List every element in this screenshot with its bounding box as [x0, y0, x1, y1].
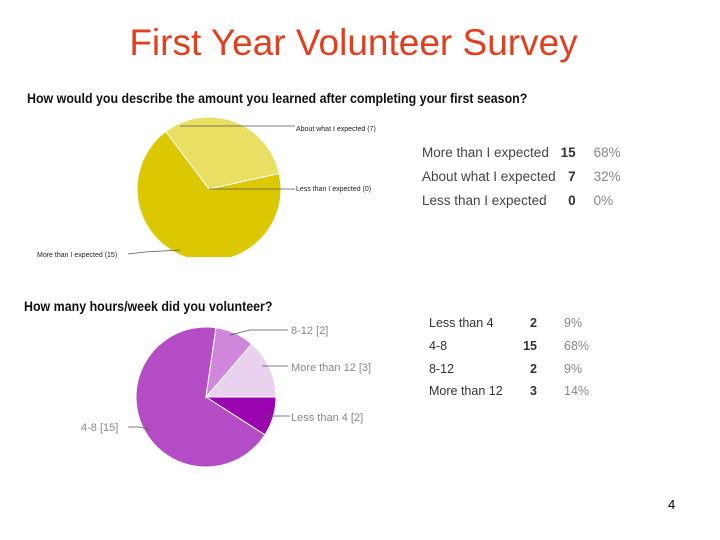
legend-label: About what I expected [422, 168, 556, 184]
legend-row: Less than I expected 0 0% [422, 188, 621, 212]
legend-count: 15 [523, 339, 537, 354]
pie-slice [135, 326, 266, 468]
legend-count: 2 [530, 316, 537, 331]
legend-row: About what I expected 7 32% [422, 164, 621, 188]
slice-label: Less than I expected (0) [296, 186, 371, 193]
legend-label: Less than I expected [422, 192, 547, 208]
legend-row: More than I expected 15 68% [422, 140, 621, 164]
legend-label: More than I expected [422, 144, 549, 160]
question-2-title: How many hours/week did you volunteer? [24, 299, 273, 314]
legend-table-2: Less than 4 2 9% 4-8 15 68% 8-12 2 9% Mo… [429, 312, 589, 403]
slice-label: Less than 4 [2] [291, 412, 363, 424]
slice-label: 8-12 [2] [291, 325, 328, 337]
legend-count: 3 [530, 384, 537, 399]
legend-percent: 0% [593, 192, 614, 208]
legend-table-1: More than I expected 15 68% About what I… [422, 140, 621, 212]
legend-count: 0 [568, 192, 576, 208]
pie-slice [164, 116, 280, 190]
legend-percent: 9% [564, 316, 583, 331]
legend-row: Less than 4 2 9% [429, 312, 589, 335]
pie-1-group [136, 116, 282, 257]
legend-label: 4-8 [429, 339, 448, 354]
legend-percent: 14% [564, 384, 590, 399]
legend-percent: 68% [593, 144, 621, 160]
pie-slice [204, 343, 277, 398]
question-1-title: How would you describe the amount you le… [27, 91, 528, 106]
legend-percent: 32% [593, 168, 621, 184]
legend-count: 15 [560, 144, 576, 160]
legend-count: 2 [530, 361, 537, 376]
legend-label: 8-12 [429, 361, 455, 376]
legend-count: 7 [568, 168, 576, 184]
leader-line [128, 426, 151, 431]
legend-row: 4-8 15 68% [429, 335, 589, 358]
legend-percent: 68% [564, 339, 590, 354]
leader-line [229, 329, 288, 336]
legend-row: 8-12 2 9% [429, 357, 589, 380]
slice-label: More than I expected (15) [37, 252, 117, 259]
page-number: 4 [668, 497, 676, 512]
slice-label: More than 12 [3] [291, 362, 371, 374]
legend-label: Less than 4 [429, 316, 494, 331]
leader-line [127, 249, 181, 255]
pie-slice [136, 130, 282, 257]
legend-label: More than 12 [429, 384, 503, 399]
legend-percent: 9% [564, 361, 583, 376]
slice-label: 4-8 [15] [81, 422, 118, 434]
legend-row: More than 12 3 14% [429, 380, 589, 403]
slide-title: First Year Volunteer Survey [129, 22, 578, 63]
slice-label: About what I expected (7) [296, 126, 376, 133]
